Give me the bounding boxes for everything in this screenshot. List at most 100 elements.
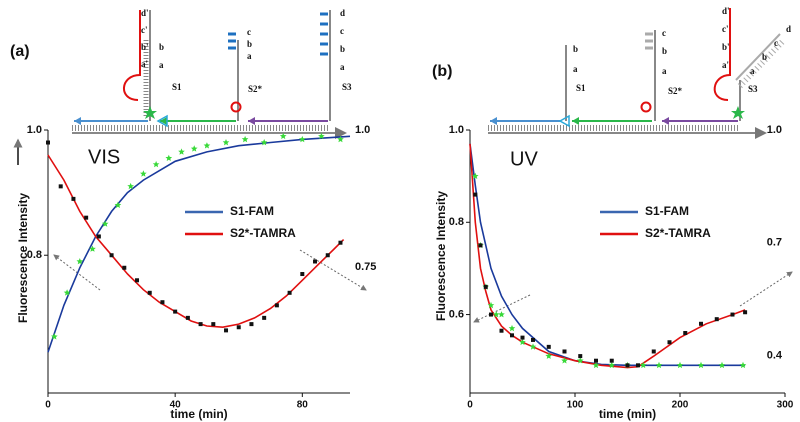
diagram-label: b' (141, 42, 149, 52)
square-point (325, 253, 330, 258)
panel-label: (a) (10, 43, 30, 60)
diagram-label: d (340, 8, 345, 18)
fit-line (469, 143, 746, 367)
star-point (487, 301, 495, 309)
square-point (185, 315, 190, 320)
square-point (489, 312, 493, 317)
square-point (160, 300, 165, 305)
panel-annotation: UV (510, 148, 538, 170)
diagram-label: d' (141, 8, 149, 18)
star-point (471, 172, 479, 179)
square-point (211, 322, 216, 327)
diagram-label: S3 (748, 84, 758, 94)
star-point (718, 361, 726, 369)
square-point (546, 344, 551, 349)
diagram-label: a (662, 66, 667, 76)
square-point (520, 335, 525, 340)
y-tick-label: 0.8 (27, 249, 42, 261)
square-point (71, 196, 76, 201)
star-point (165, 154, 173, 161)
star-point (127, 182, 134, 190)
diagram-label: S2* (668, 86, 683, 96)
star-point (592, 361, 600, 369)
dna-diagram (72, 10, 347, 139)
y2-tick-label: 0.75 (355, 261, 376, 273)
star-point (89, 245, 96, 252)
diagram-label: S3 (342, 82, 352, 92)
square-point (609, 358, 614, 363)
square-point (651, 349, 656, 354)
legend-label: S2*-TAMRA (230, 226, 296, 240)
square-point (122, 265, 127, 270)
diagram-label: b (662, 46, 667, 56)
star-point (140, 170, 147, 177)
square-point (531, 337, 535, 342)
star-point (318, 132, 325, 140)
x-tick-label: 0 (467, 400, 473, 411)
diagram-label: c (247, 27, 251, 37)
square-point (562, 349, 567, 354)
diagram-label: a (750, 66, 755, 76)
star-point (739, 361, 747, 369)
square-point (58, 184, 63, 189)
star-point (279, 132, 287, 140)
star-point (529, 343, 537, 350)
star-point (241, 135, 249, 143)
fit-line (47, 135, 351, 353)
y-tick-label: 1.0 (449, 124, 464, 136)
square-point (147, 290, 152, 295)
square-point (578, 354, 583, 359)
dna-diagram (488, 8, 787, 139)
y-tick-label: 0.8 (449, 216, 464, 228)
legend-label: S1-FAM (645, 204, 689, 218)
square-point (699, 321, 703, 326)
star-point (492, 311, 500, 318)
legend-label: S1-FAM (230, 204, 274, 218)
star-point (76, 258, 84, 265)
y2-tick-label: 0.7 (767, 237, 782, 249)
square-point (135, 278, 140, 283)
x-tick-label: 300 (777, 400, 794, 411)
annotation-arrows (53, 249, 793, 323)
square-point (499, 328, 504, 333)
square-point (198, 322, 203, 327)
y2-tick-label: 0.4 (767, 349, 783, 361)
square-point (594, 358, 598, 363)
square-point (274, 303, 279, 308)
x-tick-label: 100 (567, 400, 584, 411)
y2-tick-label: 1.0 (767, 124, 782, 136)
square-point (510, 333, 514, 338)
square-point (625, 363, 630, 368)
diagram-label: a' (722, 60, 729, 70)
diagram-label: a (573, 64, 578, 74)
star-point (519, 338, 526, 346)
diagram-label: c (662, 28, 666, 38)
star-point (203, 142, 211, 149)
y-tick-label: 1.0 (27, 124, 42, 136)
y-tick-label: 0.6 (449, 308, 464, 320)
diagram-label: b (340, 44, 345, 54)
square-point (667, 340, 672, 345)
star-point (178, 148, 185, 155)
square-point (338, 240, 343, 245)
x-tick-label: 200 (672, 400, 689, 411)
square-point (249, 322, 254, 327)
square-point (224, 328, 229, 333)
star-point (114, 201, 122, 208)
square-point (96, 234, 101, 239)
star-point (676, 361, 684, 369)
square-point (730, 312, 735, 317)
star-point (51, 333, 58, 340)
diagram-label: b (762, 52, 767, 62)
star-point (498, 311, 505, 318)
diagram-label: b (159, 42, 164, 52)
x-tick-label: 0 (45, 400, 51, 411)
star-point (697, 361, 705, 369)
square-point (300, 272, 305, 277)
square-point (84, 215, 89, 220)
square-point (46, 140, 50, 145)
star-point (260, 139, 268, 146)
square-point (683, 331, 688, 336)
square-point (109, 253, 114, 258)
